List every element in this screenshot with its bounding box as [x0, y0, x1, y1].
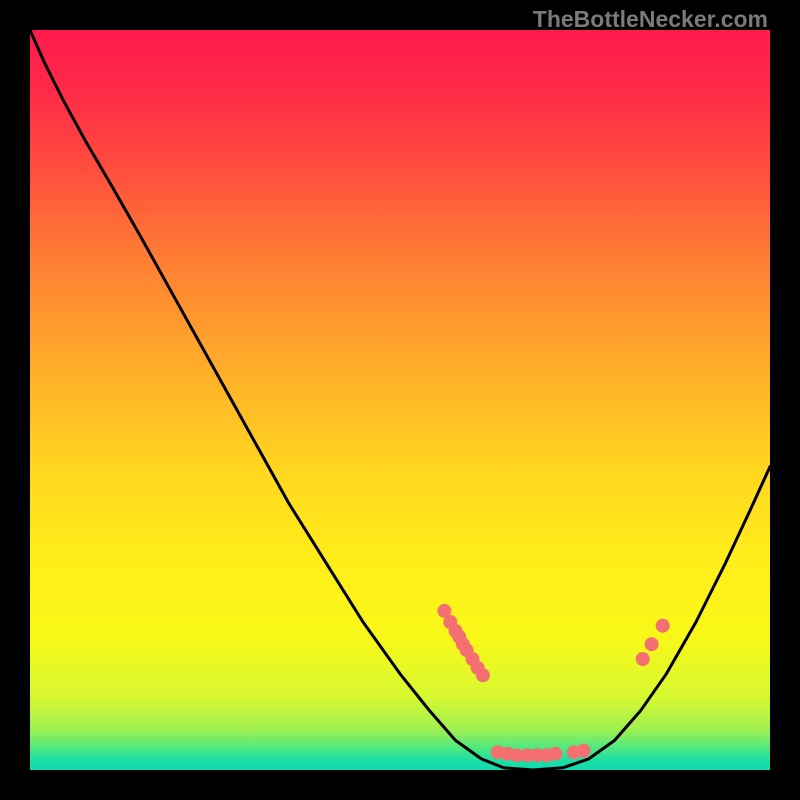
marker-point — [645, 637, 659, 651]
bottleneck-curve — [30, 30, 770, 770]
marker-point — [476, 668, 490, 682]
marker-group — [437, 604, 669, 762]
marker-point — [656, 619, 670, 633]
plot-area — [30, 30, 770, 770]
marker-point — [548, 747, 562, 761]
marker-point — [636, 652, 650, 666]
curve-layer — [30, 30, 770, 770]
marker-point — [577, 744, 591, 758]
watermark-text: TheBottleNecker.com — [533, 6, 768, 33]
chart-container: TheBottleNecker.com — [0, 0, 800, 800]
